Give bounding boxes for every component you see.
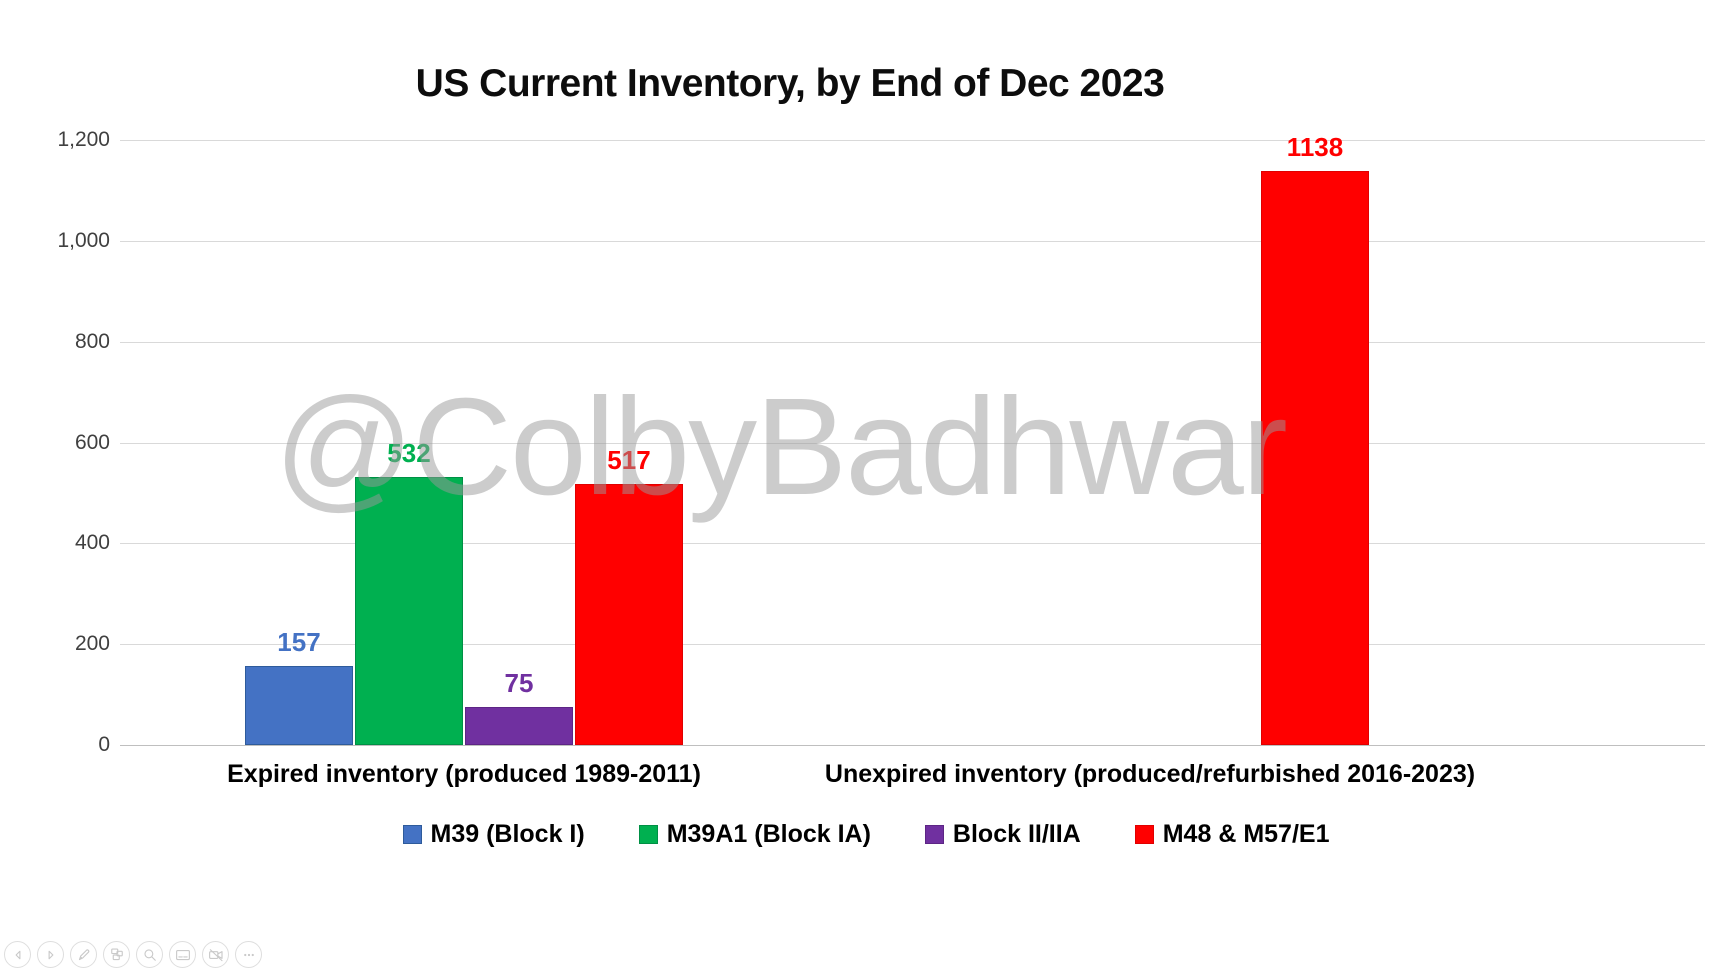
pen-icon bbox=[75, 946, 93, 964]
gridline bbox=[120, 644, 1705, 646]
y-tick-label: 200 bbox=[74, 632, 110, 656]
gridline bbox=[120, 442, 1705, 444]
legend-item: M39A1 (Block IA) bbox=[638, 820, 871, 849]
category-label: Unexpired inventory (produced/refurbishe… bbox=[824, 760, 1476, 788]
zoom-to-slide-button[interactable] bbox=[136, 941, 163, 968]
legend-label: Block II/IIA bbox=[952, 820, 1081, 848]
legend-label: M39A1 (Block IA) bbox=[666, 820, 871, 848]
bar-m39-block-i- bbox=[245, 665, 353, 745]
legend-label: M39 (Block I) bbox=[430, 820, 585, 848]
see-all-slides-button[interactable] bbox=[103, 941, 130, 968]
y-tick-label: 800 bbox=[74, 329, 110, 353]
y-tick-label: 600 bbox=[74, 430, 110, 454]
gridline bbox=[120, 140, 1705, 141]
bar-m48-m57-e1 bbox=[575, 484, 683, 745]
gridline bbox=[120, 543, 1705, 545]
y-tick-label: 400 bbox=[74, 531, 110, 555]
bar-value-label: 1138 bbox=[1286, 132, 1344, 163]
legend-item: M39 (Block I) bbox=[402, 820, 585, 849]
gridline bbox=[120, 341, 1705, 343]
bar-m48-m57-e1 bbox=[1261, 171, 1369, 745]
more-options-button[interactable] bbox=[235, 941, 262, 968]
subtitles-icon bbox=[174, 946, 192, 964]
bar-value-label: 532 bbox=[387, 437, 431, 468]
legend-item: M48 & M57/E1 bbox=[1134, 820, 1330, 849]
gridline bbox=[120, 240, 1705, 242]
chevron-left-icon bbox=[9, 946, 27, 964]
chart-legend: M39 (Block I) M39A1 (Block IA) Block II/II… bbox=[0, 820, 1732, 849]
y-tick-label: 1,000 bbox=[57, 228, 110, 252]
watermark: @ColbyBadhwar bbox=[274, 370, 1288, 524]
bar-value-label: 157 bbox=[277, 626, 321, 657]
y-tick-label: 1,200 bbox=[57, 128, 110, 151]
chevron-right-icon bbox=[42, 946, 60, 964]
ellipsis-icon bbox=[240, 946, 258, 964]
toggle-camera-button[interactable] bbox=[202, 941, 229, 968]
slideshow-toolbar bbox=[4, 941, 262, 968]
legend-swatch bbox=[1134, 825, 1154, 844]
bar-value-label: 75 bbox=[504, 668, 534, 699]
bar-block-ii-iia bbox=[465, 707, 573, 745]
next-slide-button[interactable] bbox=[37, 941, 64, 968]
legend-swatch bbox=[638, 825, 658, 844]
camera-off-icon bbox=[207, 946, 225, 964]
chart-title: US Current Inventory, by End of Dec 2023 bbox=[415, 62, 1165, 105]
y-tick-label: 0 bbox=[98, 733, 110, 756]
toggle-subtitles-button[interactable] bbox=[169, 941, 196, 968]
legend-item: Block II/IIA bbox=[924, 820, 1081, 849]
magnifier-icon bbox=[141, 946, 159, 964]
previous-slide-button[interactable] bbox=[4, 941, 31, 968]
bar-m39a1-block-ia- bbox=[355, 476, 463, 745]
bar-value-label: 517 bbox=[607, 445, 651, 476]
pen-tools-button[interactable] bbox=[70, 941, 97, 968]
x-axis-line bbox=[120, 745, 1705, 746]
slides-grid-icon bbox=[108, 946, 126, 964]
legend-swatch bbox=[924, 825, 944, 844]
category-label: Expired inventory (produced 1989-2011) bbox=[227, 760, 701, 788]
legend-label: M48 & M57/E1 bbox=[1162, 820, 1330, 848]
legend-swatch bbox=[402, 825, 422, 844]
